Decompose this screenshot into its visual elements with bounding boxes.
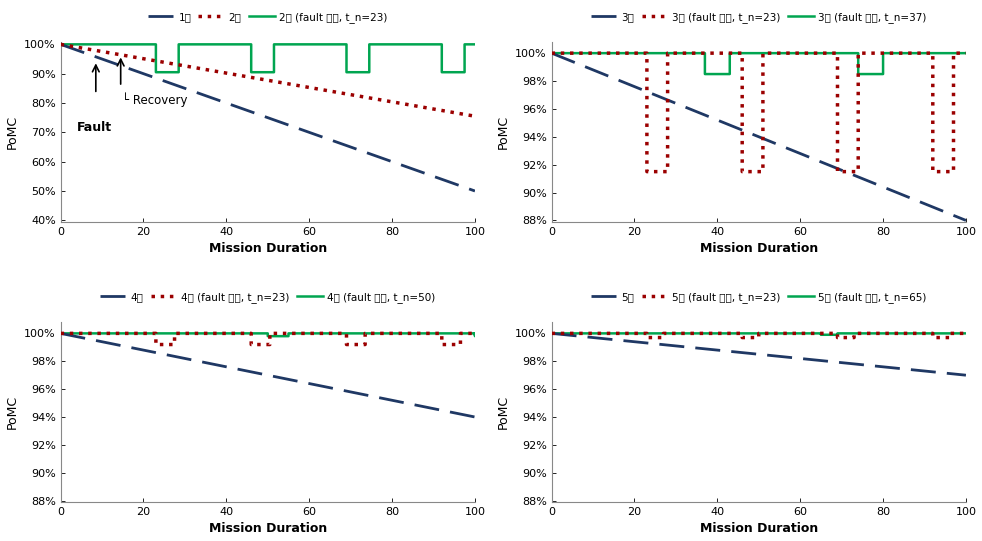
Text: └ Recovery: └ Recovery: [122, 93, 188, 108]
X-axis label: Mission Duration: Mission Duration: [208, 523, 327, 536]
Y-axis label: PoMC: PoMC: [6, 395, 19, 429]
X-axis label: Mission Duration: Mission Duration: [208, 242, 327, 255]
Legend: 5대, 5대 (fault 고려, t_n=23), 5대 (fault 고려, t_n=65): 5대, 5대 (fault 고려, t_n=23), 5대 (fault 고려,…: [587, 288, 930, 307]
Y-axis label: PoMC: PoMC: [497, 115, 510, 149]
Legend: 3대, 3대 (fault 고려, t_n=23), 3대 (fault 고려, t_n=37): 3대, 3대 (fault 고려, t_n=23), 3대 (fault 고려,…: [587, 8, 930, 27]
Legend: 4대, 4대 (fault 고려, t_n=23), 4대 (fault 고려, t_n=50): 4대, 4대 (fault 고려, t_n=23), 4대 (fault 고려,…: [96, 288, 439, 307]
X-axis label: Mission Duration: Mission Duration: [699, 523, 818, 536]
Y-axis label: PoMC: PoMC: [6, 115, 19, 149]
Legend: 1대, 2대, 2대 (fault 고려, t_n=23): 1대, 2대, 2대 (fault 고려, t_n=23): [144, 8, 392, 27]
Y-axis label: PoMC: PoMC: [497, 395, 510, 429]
Text: Fault: Fault: [78, 121, 112, 134]
X-axis label: Mission Duration: Mission Duration: [699, 242, 818, 255]
